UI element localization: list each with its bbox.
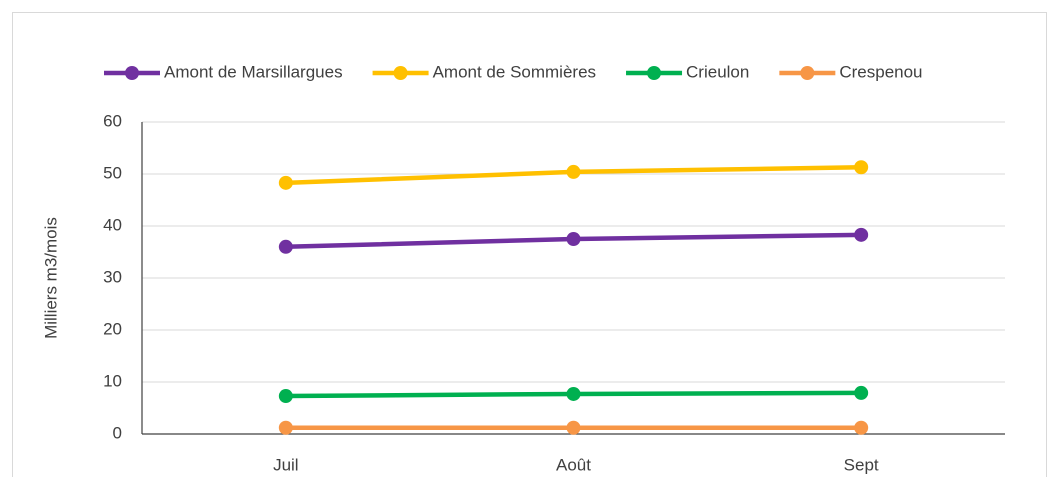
data-point [854, 227, 869, 242]
data-point [278, 420, 293, 435]
y-axis-label: Milliers m3/mois [41, 217, 60, 339]
data-point [854, 385, 869, 400]
legend-marker [393, 66, 408, 80]
legend-label: Crieulon [686, 62, 749, 81]
chart-frame [12, 12, 1047, 477]
data-point [278, 389, 293, 404]
data-point [566, 386, 581, 401]
y-tick-label: 30 [103, 267, 122, 286]
data-point [278, 239, 293, 254]
data-point [854, 160, 869, 175]
legend-label: Amont de Marsillargues [164, 62, 343, 81]
legend-marker [800, 66, 815, 80]
data-point [278, 175, 293, 190]
y-tick-label: 0 [113, 423, 122, 442]
y-tick-label: 10 [103, 371, 122, 390]
y-tick-label: 50 [103, 163, 122, 182]
data-point [566, 232, 581, 246]
y-tick-label: 40 [103, 215, 122, 234]
data-point [566, 164, 581, 179]
legend-label: Amont de Sommières [433, 62, 596, 81]
data-point [854, 420, 869, 435]
y-tick-label: 60 [103, 111, 122, 130]
x-tick-label: Août [556, 455, 591, 474]
x-tick-label: Sept [844, 455, 879, 474]
x-tick-label: Juil [273, 455, 299, 474]
legend-label: Crespenou [839, 62, 922, 81]
y-tick-label: 20 [103, 319, 122, 338]
legend-marker [125, 66, 139, 80]
data-point [566, 420, 581, 435]
legend-marker [647, 66, 662, 80]
